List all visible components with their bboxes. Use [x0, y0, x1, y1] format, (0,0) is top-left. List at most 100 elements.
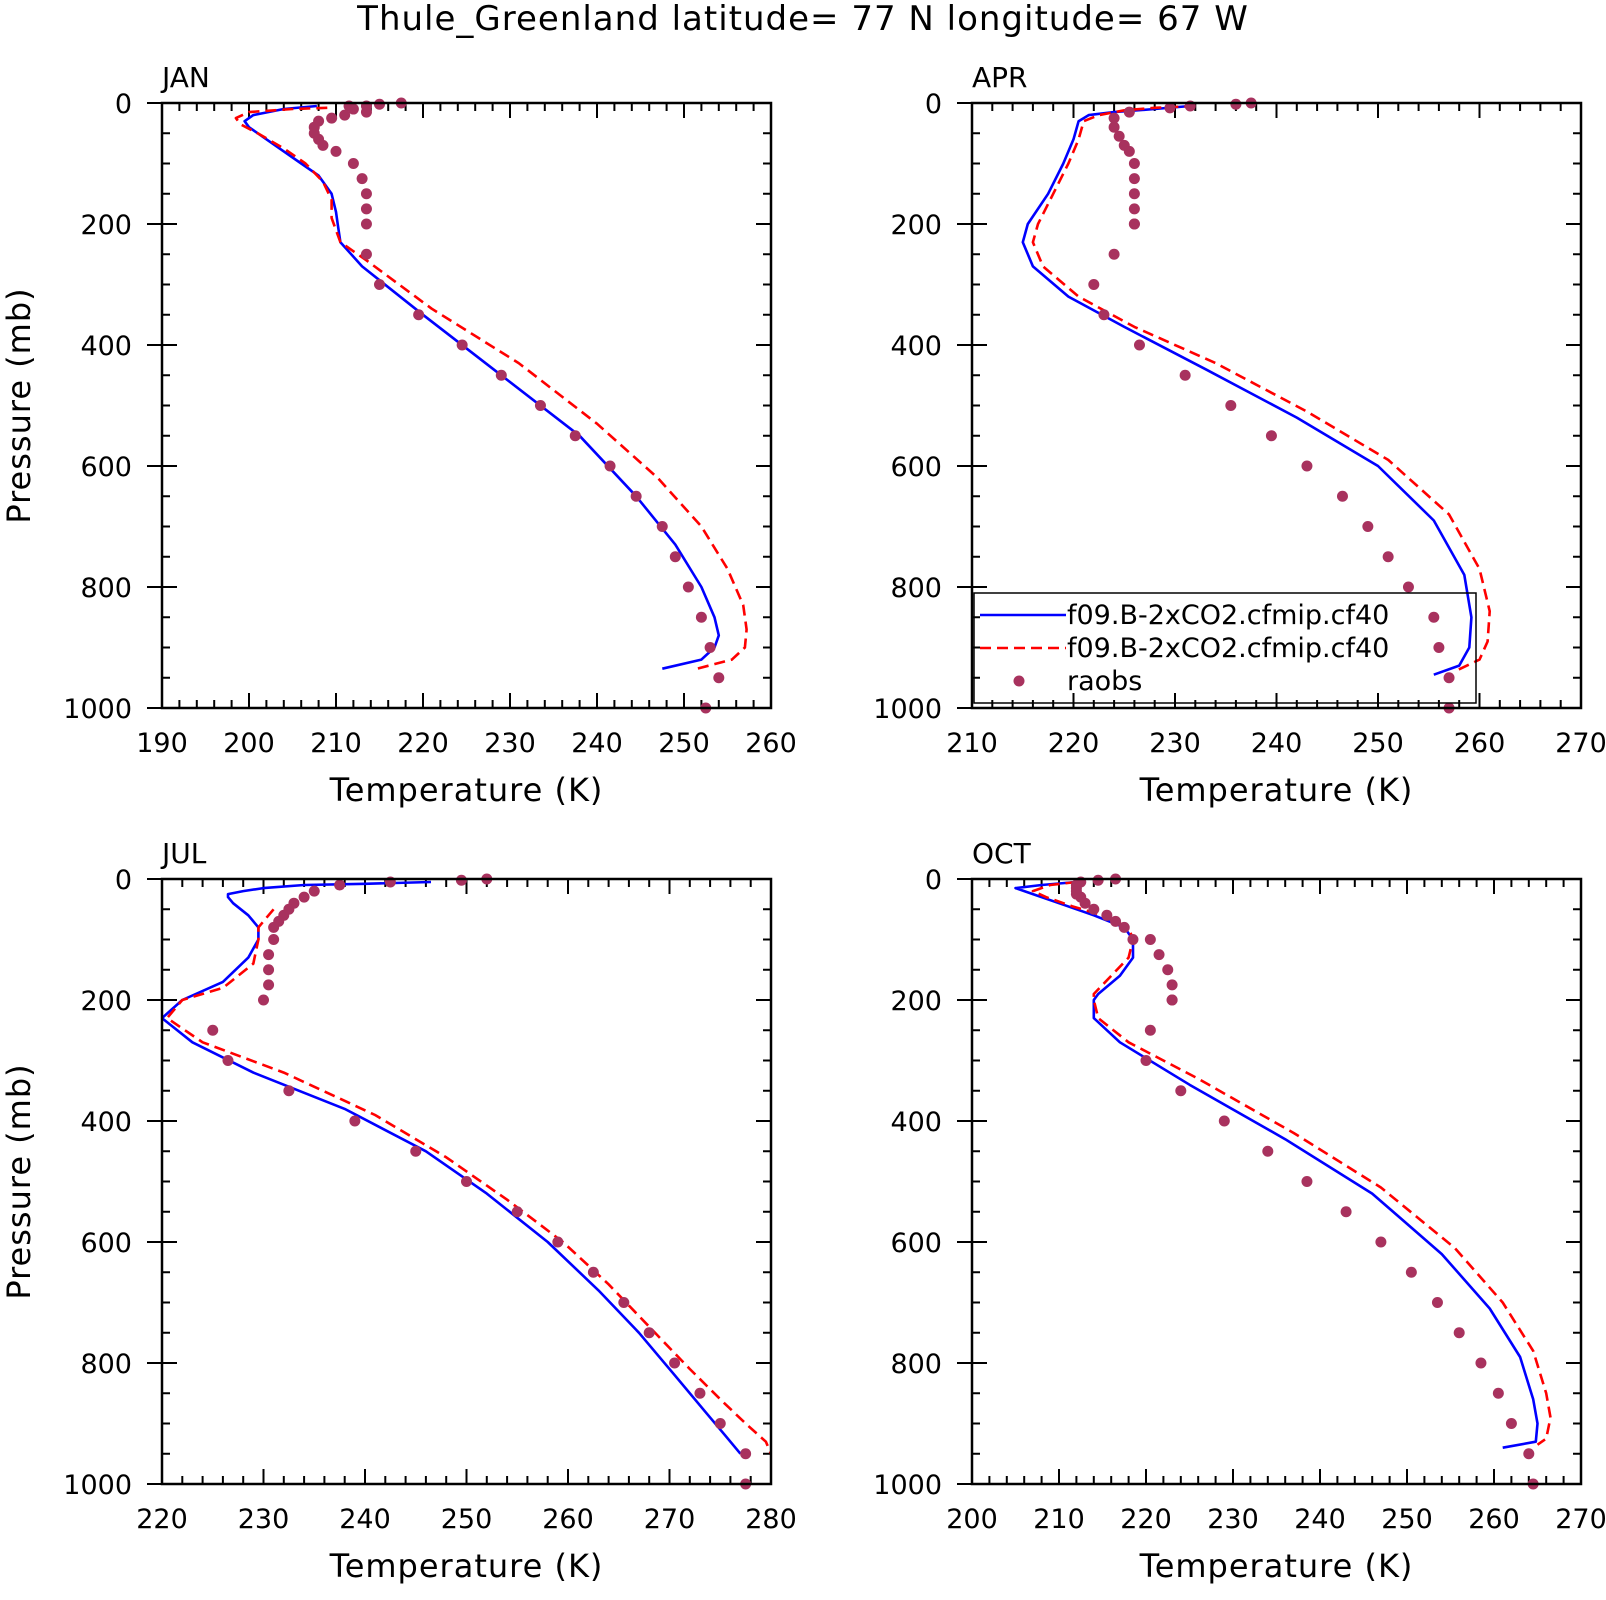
y-tick-label: 200	[890, 986, 942, 1017]
panel-title: OCT	[972, 837, 1032, 870]
raobs-point	[1336, 490, 1348, 502]
raobs-point	[339, 109, 351, 121]
raobs-point	[1144, 934, 1156, 945]
y-tick-label: 800	[890, 573, 942, 604]
x-axis-label: Temperature (K)	[329, 1547, 604, 1585]
raobs-point	[669, 1357, 681, 1369]
raobs-point	[1140, 1055, 1152, 1066]
y-tick-label: 0	[115, 865, 132, 896]
raobs-point	[1433, 642, 1445, 653]
panel-oct: OCT 200 210 220 230 240 250 260 270 0 200 400 600 800…	[873, 837, 1606, 1585]
y-tick-label: 0	[115, 89, 132, 120]
raobs-point	[1162, 964, 1174, 976]
raobs-point	[1098, 309, 1110, 321]
x-tick-label: 240	[571, 728, 623, 759]
raobs-point	[1523, 1448, 1535, 1460]
raobs-point	[1123, 145, 1135, 157]
raobs-point	[461, 1176, 472, 1187]
raobs-series	[207, 873, 752, 1490]
raobs-point	[1179, 369, 1191, 381]
raobs-point	[360, 188, 372, 200]
plot-frame	[970, 877, 1583, 1486]
raobs-point	[1175, 1085, 1187, 1097]
raobs-point	[410, 1145, 422, 1157]
raobs-point	[360, 106, 372, 118]
y-tick-label: 400	[890, 331, 942, 362]
model-line-dashed	[1031, 880, 1552, 1446]
model-line-solid	[1014, 880, 1539, 1449]
panel-apr: APR 210 220 230 240 250 260 270 0 200 400 600 800 100…	[873, 61, 1606, 809]
raobs-point	[1262, 1145, 1274, 1157]
x-tick-label: 260	[542, 1504, 594, 1535]
raobs-point	[1108, 112, 1120, 124]
x-tick-label: 220	[1048, 728, 1100, 759]
raobs-point	[1128, 218, 1140, 230]
raobs-point	[268, 921, 280, 933]
raobs-point	[1362, 521, 1374, 532]
y-tick-label: 600	[80, 1228, 132, 1259]
x-tick-label: 230	[238, 1504, 290, 1535]
raobs-point	[694, 1387, 706, 1399]
raobs-point	[326, 112, 338, 124]
raobs-point	[552, 1236, 564, 1248]
x-tick-label: 230	[1149, 728, 1201, 759]
x-tick-label: 240	[339, 1504, 391, 1535]
x-tick-label: 190	[136, 728, 188, 759]
y-tick-label: 600	[890, 1228, 942, 1259]
raobs-point	[283, 1085, 295, 1097]
panel-title: JAN	[160, 61, 210, 94]
raobs-point	[1402, 581, 1414, 593]
raobs-point	[713, 672, 725, 684]
y-tick-label: 1000	[873, 694, 942, 725]
model-line-dashed	[234, 106, 748, 670]
raobs-point	[263, 979, 275, 991]
raobs-point	[1475, 1357, 1487, 1369]
x-tick-label: 230	[484, 728, 536, 759]
raobs-point	[1453, 1327, 1465, 1339]
x-tick-label: 250	[1381, 1504, 1433, 1535]
panel-jan: JAN 190 200 210 220 230 240 250 260 0 200 400 600 800…	[0, 61, 797, 809]
raobs-point	[1225, 400, 1237, 411]
x-tick-label: 240	[1251, 728, 1303, 759]
raobs-point	[1113, 130, 1125, 142]
panel-title: JUL	[160, 837, 207, 870]
raobs-point	[1133, 339, 1145, 351]
x-axis-label: Temperature (K)	[1139, 1547, 1414, 1585]
x-tick-label: 270	[1555, 1504, 1606, 1535]
raobs-point	[263, 964, 275, 976]
y-tick-label: 200	[890, 210, 942, 241]
raobs-point	[360, 218, 372, 230]
raobs-point	[349, 1115, 361, 1127]
plot-frame	[160, 101, 773, 710]
x-axis-label: Temperature (K)	[1139, 771, 1414, 809]
raobs-point	[740, 1448, 752, 1460]
x-tick-label: 260	[1454, 728, 1506, 759]
x-tick-label: 200	[946, 1504, 998, 1535]
model-line-solid	[243, 104, 721, 670]
legend-marker-dot	[1013, 675, 1025, 687]
raobs-point	[1375, 1236, 1387, 1248]
raobs-point	[1101, 909, 1113, 921]
x-tick-label: 210	[310, 728, 362, 759]
raobs-point	[534, 400, 546, 411]
raobs-point	[1166, 979, 1178, 991]
raobs-point	[1110, 915, 1122, 927]
raobs-point	[495, 369, 507, 381]
x-tick-label: 200	[223, 728, 275, 759]
y-tick-label: 0	[925, 89, 942, 120]
y-tick-label: 600	[80, 452, 132, 483]
raobs-point	[456, 339, 468, 351]
raobs-point	[334, 879, 346, 891]
raobs-point	[630, 490, 642, 502]
y-tick-label: 600	[890, 452, 942, 483]
raobs-point	[263, 949, 275, 961]
x-tick-label: 250	[1352, 728, 1404, 759]
figure-title: Thule_Greenland latitude= 77 N longitude…	[356, 0, 1249, 39]
x-tick-label: 210	[1033, 1504, 1085, 1535]
raobs-point	[1218, 1115, 1230, 1127]
y-tick-label: 800	[80, 1349, 132, 1380]
y-tick-label: 1000	[63, 694, 132, 725]
raobs-point	[618, 1297, 630, 1308]
raobs-point	[1265, 430, 1277, 442]
raobs-point	[374, 279, 385, 290]
